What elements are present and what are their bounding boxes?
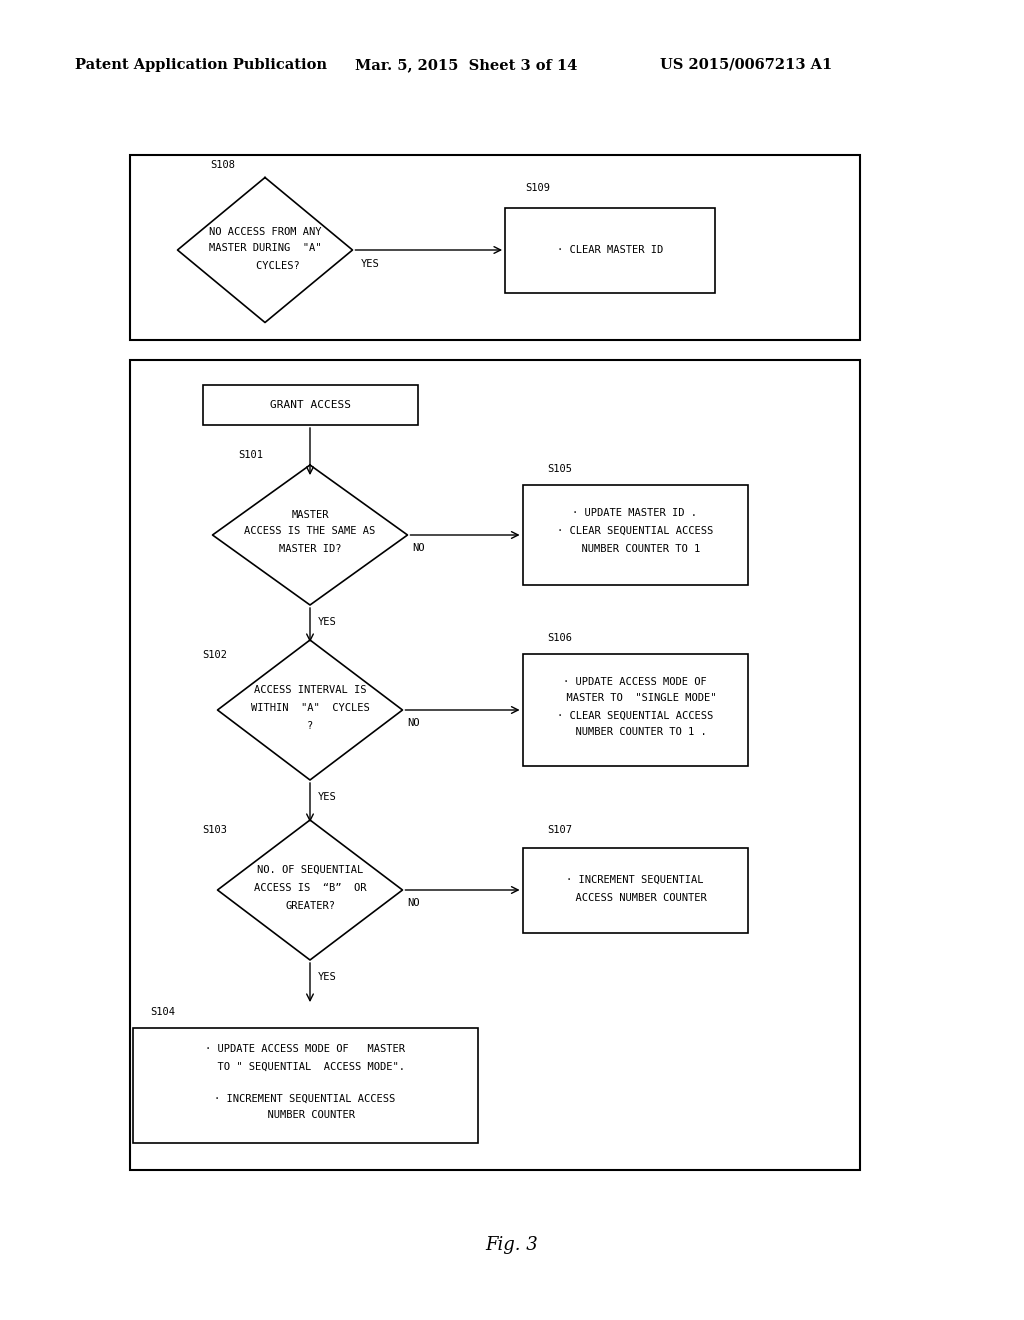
Text: Mar. 5, 2015  Sheet 3 of 14: Mar. 5, 2015 Sheet 3 of 14 <box>355 58 578 73</box>
Text: MASTER ID?: MASTER ID? <box>279 544 341 554</box>
Text: · CLEAR SEQUENTIAL ACCESS: · CLEAR SEQUENTIAL ACCESS <box>557 525 713 536</box>
Text: · INCREMENT SEQUENTIAL: · INCREMENT SEQUENTIAL <box>566 875 703 884</box>
Bar <box>130 154 860 341</box>
Text: YES: YES <box>318 616 337 627</box>
Text: MASTER DURING  "A": MASTER DURING "A" <box>209 243 322 253</box>
Text: · UPDATE MASTER ID .: · UPDATE MASTER ID . <box>572 508 697 517</box>
Bar <box>505 207 715 293</box>
Text: · CLEAR MASTER ID: · CLEAR MASTER ID <box>557 246 664 255</box>
Bar <box>522 653 748 766</box>
Text: · UPDATE ACCESS MODE OF: · UPDATE ACCESS MODE OF <box>563 677 707 686</box>
Bar <box>203 385 418 425</box>
Text: US 2015/0067213 A1: US 2015/0067213 A1 <box>660 58 833 73</box>
Polygon shape <box>217 640 402 780</box>
Polygon shape <box>217 820 402 960</box>
Text: S108: S108 <box>210 160 234 170</box>
Text: GREATER?: GREATER? <box>285 902 335 911</box>
Text: S107: S107 <box>547 825 572 836</box>
Bar <box>132 1027 477 1143</box>
Text: ?: ? <box>307 721 313 731</box>
Text: S101: S101 <box>238 450 263 459</box>
Text: · UPDATE ACCESS MODE OF   MASTER: · UPDATE ACCESS MODE OF MASTER <box>205 1044 406 1053</box>
Text: NUMBER COUNTER TO 1 .: NUMBER COUNTER TO 1 . <box>563 727 707 737</box>
Text: YES: YES <box>318 972 337 982</box>
Text: NO ACCESS FROM ANY: NO ACCESS FROM ANY <box>209 227 322 238</box>
Text: ACCESS NUMBER COUNTER: ACCESS NUMBER COUNTER <box>563 894 707 903</box>
Text: MASTER: MASTER <box>291 510 329 520</box>
Text: S106: S106 <box>547 634 572 643</box>
Text: S109: S109 <box>525 183 550 193</box>
Text: NO: NO <box>408 898 420 908</box>
Polygon shape <box>177 177 352 322</box>
Text: ACCESS IS THE SAME AS: ACCESS IS THE SAME AS <box>245 525 376 536</box>
Text: NO: NO <box>413 543 425 553</box>
Text: · INCREMENT SEQUENTIAL ACCESS: · INCREMENT SEQUENTIAL ACCESS <box>214 1094 395 1104</box>
Polygon shape <box>213 465 408 605</box>
Bar <box>522 847 748 932</box>
Text: ACCESS IS  “B”  OR: ACCESS IS “B” OR <box>254 883 367 894</box>
Text: MASTER TO  "SINGLE MODE": MASTER TO "SINGLE MODE" <box>554 693 716 704</box>
Bar <box>130 360 860 1170</box>
Text: NO: NO <box>408 718 420 729</box>
Text: YES: YES <box>318 792 337 803</box>
Text: ACCESS INTERVAL IS: ACCESS INTERVAL IS <box>254 685 367 696</box>
Text: NUMBER COUNTER: NUMBER COUNTER <box>255 1110 355 1119</box>
Text: TO " SEQUENTIAL  ACCESS MODE".: TO " SEQUENTIAL ACCESS MODE". <box>205 1063 406 1072</box>
Text: Patent Application Publication: Patent Application Publication <box>75 58 327 73</box>
Text: S102: S102 <box>202 649 227 660</box>
Text: YES: YES <box>360 259 379 269</box>
Text: GRANT ACCESS: GRANT ACCESS <box>269 400 350 411</box>
Text: NUMBER COUNTER TO 1: NUMBER COUNTER TO 1 <box>569 544 700 554</box>
Text: WITHIN  "A"  CYCLES: WITHIN "A" CYCLES <box>251 704 370 713</box>
Text: S103: S103 <box>202 825 227 836</box>
Text: S105: S105 <box>547 465 572 474</box>
Text: S104: S104 <box>150 1007 175 1016</box>
Text: · CLEAR SEQUENTIAL ACCESS: · CLEAR SEQUENTIAL ACCESS <box>557 711 713 721</box>
Text: CYCLES?: CYCLES? <box>230 261 299 271</box>
Text: Fig. 3: Fig. 3 <box>485 1236 539 1254</box>
Bar <box>522 484 748 585</box>
Text: NO. OF SEQUENTIAL: NO. OF SEQUENTIAL <box>257 865 364 875</box>
